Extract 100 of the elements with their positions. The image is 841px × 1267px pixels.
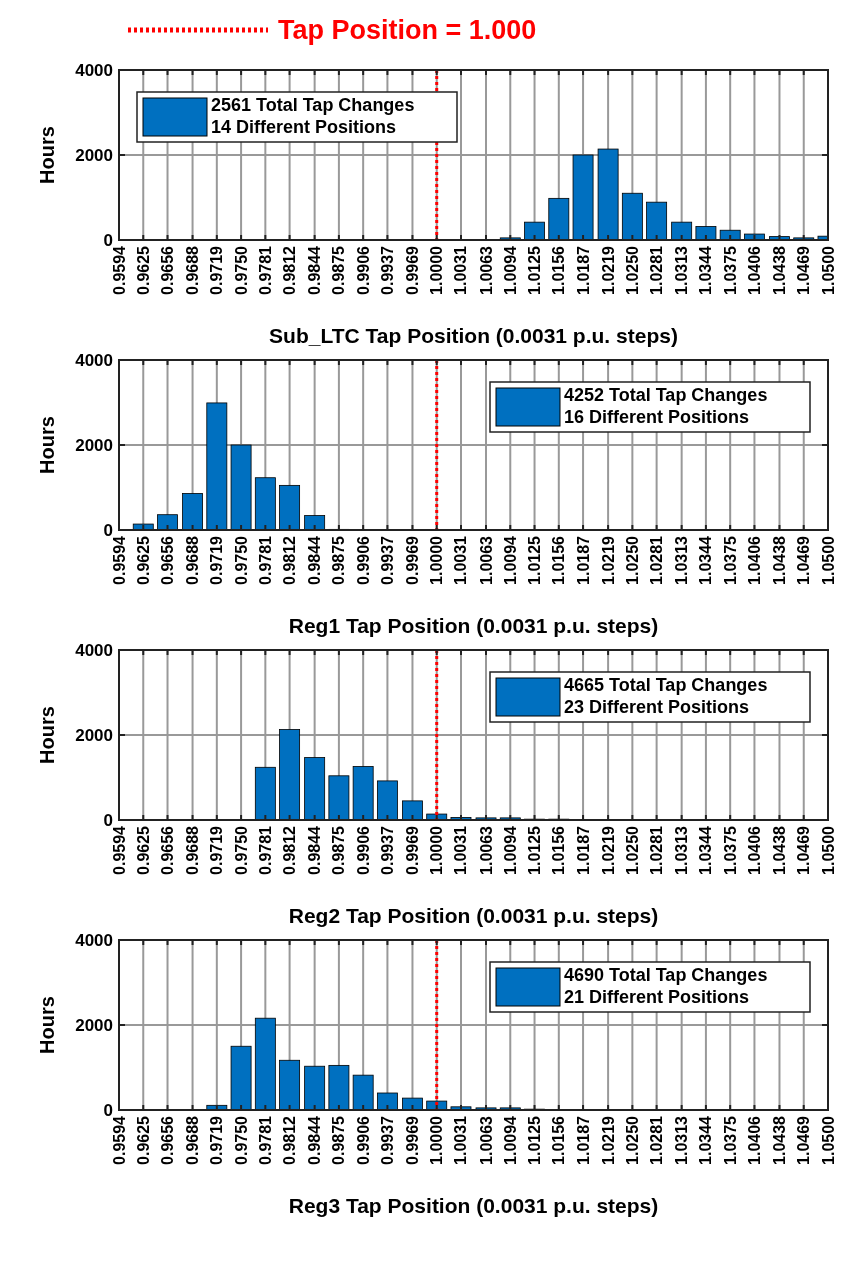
x-tick-label: 1.0438 [770, 535, 788, 585]
legend-label: 2561 Total Tap Changes 14 Different Positions [211, 95, 415, 137]
x-tick-label: 1.0500 [819, 245, 837, 295]
x-tick-label: 1.0125 [526, 245, 544, 295]
x-tick-label: 1.0500 [819, 1115, 837, 1165]
x-tick-label: 0.9937 [378, 825, 396, 875]
y-tick-label: 2000 [75, 145, 113, 165]
x-tick-label: 0.9625 [134, 1115, 152, 1165]
x-tick-label: 1.0281 [648, 535, 666, 585]
x-tick-label: 1.0063 [477, 245, 495, 295]
x-tick-label: 0.9875 [330, 825, 348, 875]
x-tick-label: 1.0250 [623, 535, 641, 585]
x-tick-label: 1.0344 [697, 825, 715, 875]
x-tick-label: 1.0250 [623, 1115, 641, 1165]
x-tick-label: 1.0375 [721, 1115, 739, 1165]
x-tick-label: 0.9844 [306, 245, 324, 295]
x-tick-label: 1.0281 [648, 825, 666, 875]
x-tick-label: 0.9594 [110, 825, 128, 875]
x-tick-label: 1.0094 [501, 535, 519, 585]
x-tick-label: 1.0375 [721, 245, 739, 295]
x-tick-label: 0.9688 [184, 535, 202, 585]
x-tick-label: 0.9812 [281, 245, 299, 295]
x-tick-label: 1.0156 [550, 825, 568, 875]
x-tick-label: 0.9781 [256, 535, 274, 585]
x-tick-label: 0.9844 [306, 535, 324, 585]
x-tick-label: 0.9719 [208, 245, 226, 295]
x-tick-label: 1.0281 [648, 245, 666, 295]
x-tick-label: 1.0344 [697, 245, 715, 295]
x-tick-label: 0.9656 [159, 825, 177, 875]
x-tick-label: 1.0094 [501, 1115, 519, 1165]
x-tick-label: 0.9656 [159, 1115, 177, 1165]
x-tick-label: 0.9906 [354, 245, 372, 295]
x-tick-label: 1.0063 [477, 825, 495, 875]
y-axis-title: Hours [36, 416, 58, 474]
x-tick-label: 0.9812 [281, 535, 299, 585]
x-tick-label: 0.9969 [403, 825, 421, 875]
x-tick-label: 0.9812 [281, 825, 299, 875]
x-tick-label: 0.9719 [208, 535, 226, 585]
x-tick-label: 1.0094 [501, 245, 519, 295]
y-tick-label: 4000 [75, 930, 113, 950]
x-tick-label: 0.9625 [134, 535, 152, 585]
x-tick-label: 0.9594 [110, 245, 128, 295]
x-tick-label: 1.0375 [721, 535, 739, 585]
x-tick-label: 0.9688 [184, 245, 202, 295]
x-tick-label: 1.0187 [574, 1115, 592, 1165]
x-tick-label: 1.0250 [623, 245, 641, 295]
y-tick-label: 0 [103, 1100, 113, 1120]
x-tick-label: 1.0406 [745, 1115, 763, 1165]
x-tick-label: 0.9750 [232, 535, 250, 585]
y-tick-label: 0 [103, 230, 113, 250]
x-tick-label: 1.0469 [795, 1115, 813, 1165]
x-tick-label: 0.9844 [306, 1115, 324, 1165]
x-tick-label: 0.9906 [354, 1115, 372, 1165]
x-tick-label: 0.9781 [256, 245, 274, 295]
x-tick-label: 1.0438 [770, 825, 788, 875]
x-tick-label: 1.0000 [428, 535, 446, 585]
x-tick-label: 1.0125 [526, 535, 544, 585]
x-tick-label: 0.9719 [208, 1115, 226, 1165]
x-tick-label: 1.0219 [599, 825, 617, 875]
x-tick-label: 0.9875 [330, 1115, 348, 1165]
x-tick-label: 1.0406 [745, 535, 763, 585]
x-tick-label: 1.0063 [477, 535, 495, 585]
x-tick-label: 0.9781 [256, 825, 274, 875]
x-tick-label: 0.9937 [378, 245, 396, 295]
x-tick-label: 1.0344 [697, 535, 715, 585]
x-tick-label: 1.0187 [574, 245, 592, 295]
x-tick-label: 0.9719 [208, 825, 226, 875]
x-tick-label: 0.9688 [184, 825, 202, 875]
x-tick-label: 1.0219 [599, 535, 617, 585]
x-tick-label: 1.0031 [452, 245, 470, 295]
x-tick-label: 1.0031 [452, 825, 470, 875]
y-tick-label: 2000 [75, 725, 113, 745]
x-tick-label: 0.9625 [134, 245, 152, 295]
x-tick-label: 1.0031 [452, 535, 470, 585]
x-tick-label: 0.9594 [110, 1115, 128, 1165]
x-tick-label: 1.0187 [574, 825, 592, 875]
x-tick-label: 0.9906 [354, 535, 372, 585]
x-tick-label: 0.9937 [378, 535, 396, 585]
y-tick-label: 4000 [75, 350, 113, 370]
x-tick-label: 0.9906 [354, 825, 372, 875]
x-axis-title: Sub_LTC Tap Position (0.0031 p.u. steps) [269, 324, 678, 347]
x-tick-label: 1.0469 [795, 535, 813, 585]
x-tick-label: 0.9656 [159, 245, 177, 295]
x-tick-label: 0.9969 [403, 1115, 421, 1165]
x-tick-label: 1.0250 [623, 825, 641, 875]
x-tick-label: 1.0125 [526, 1115, 544, 1165]
x-tick-label: 1.0438 [770, 1115, 788, 1165]
x-tick-label: 0.9594 [110, 535, 128, 585]
x-tick-label: 0.9812 [281, 1115, 299, 1165]
x-tick-label: 1.0094 [501, 825, 519, 875]
x-tick-label: 1.0500 [819, 535, 837, 585]
x-axis-title: Reg3 Tap Position (0.0031 p.u. steps) [288, 1194, 659, 1217]
x-tick-label: 1.0469 [795, 245, 813, 295]
x-tick-label: 1.0000 [428, 245, 446, 295]
x-tick-label: 1.0000 [428, 1115, 446, 1165]
x-tick-label: 1.0313 [673, 535, 691, 585]
y-axis-title: Hours [36, 126, 58, 184]
x-tick-label: 1.0219 [599, 1115, 617, 1165]
x-tick-label: 1.0063 [477, 1115, 495, 1165]
y-tick-label: 4000 [75, 640, 113, 660]
